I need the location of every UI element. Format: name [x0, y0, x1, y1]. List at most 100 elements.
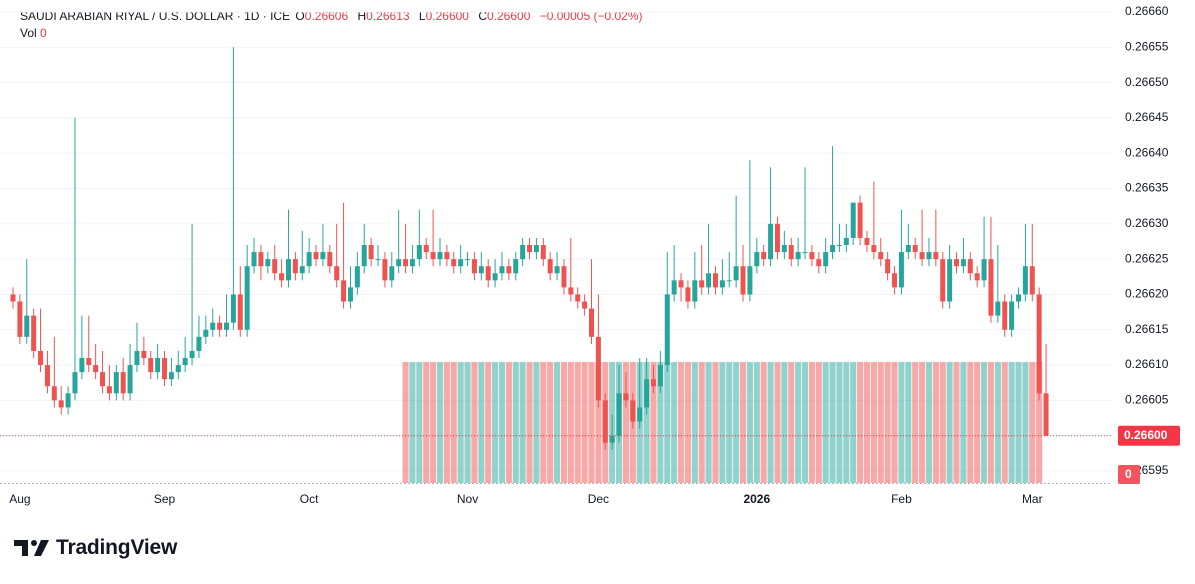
- volume-row: Vol 0: [20, 25, 648, 42]
- candle-body: [692, 280, 698, 302]
- candle-body: [403, 259, 409, 267]
- candle-body: [878, 252, 884, 260]
- candle-body: [354, 266, 360, 288]
- candle-body: [341, 280, 347, 302]
- candle-body: [823, 252, 829, 267]
- candle-body: [1022, 266, 1028, 295]
- candle-body: [437, 252, 443, 260]
- volume-bar: [492, 362, 499, 483]
- volume-value: 0: [40, 26, 47, 40]
- candle-body: [485, 266, 491, 281]
- candle-body: [334, 266, 340, 281]
- candle-body: [155, 358, 161, 373]
- volume-bar: [657, 362, 664, 483]
- candle-body: [162, 358, 168, 380]
- volume-bar: [946, 362, 953, 483]
- volume-bar: [450, 362, 457, 483]
- candle-body: [513, 259, 519, 274]
- volume-bar: [1001, 362, 1008, 483]
- volume-bar: [588, 362, 595, 483]
- candle-body: [292, 259, 298, 274]
- candle-body: [781, 245, 787, 253]
- candle-body: [1002, 301, 1008, 330]
- candle-body: [86, 358, 92, 366]
- volume-bar: [436, 362, 444, 483]
- candle-body: [609, 435, 615, 443]
- candle-body: [389, 266, 395, 281]
- candle-body: [850, 202, 856, 238]
- volume-bar: [512, 362, 519, 483]
- candle-body: [465, 259, 471, 261]
- candle-body: [1009, 301, 1015, 330]
- x-tick-label: Mar: [1022, 492, 1043, 506]
- candle-body: [299, 266, 305, 274]
- volume-bar: [808, 362, 815, 483]
- close-key: C: [478, 9, 487, 23]
- candle-body: [747, 266, 753, 295]
- candle-body: [685, 287, 691, 302]
- candle-body: [272, 259, 278, 274]
- volume-bar: [843, 362, 850, 483]
- candle-body: [616, 393, 622, 436]
- candle-body: [409, 259, 415, 267]
- candle-body: [520, 245, 526, 260]
- candle-body: [830, 245, 836, 253]
- volume-bar: [409, 362, 416, 483]
- candle-body: [650, 379, 656, 387]
- volume-bar: [884, 362, 891, 483]
- y-tick-label: 0.26605: [1125, 393, 1169, 407]
- candle-body: [947, 259, 953, 302]
- candle-body: [802, 252, 808, 254]
- candle-body: [285, 259, 291, 281]
- candle-body: [582, 301, 588, 309]
- candle-body: [189, 350, 195, 359]
- volume-bar: [733, 362, 740, 483]
- candle-body: [31, 315, 37, 351]
- candle-body: [10, 294, 16, 302]
- candle-body: [795, 252, 801, 260]
- volume-bar: [815, 362, 822, 483]
- volume-bar: [870, 362, 877, 483]
- candle-body: [368, 245, 374, 260]
- volume-bar: [967, 362, 974, 483]
- volume-bar: [457, 362, 464, 483]
- candle-body: [988, 259, 994, 316]
- candle-body: [857, 202, 863, 238]
- candle-body: [843, 237, 849, 246]
- candle-body: [416, 245, 422, 260]
- candle-body: [1036, 294, 1042, 394]
- volume-bar: [684, 362, 691, 483]
- volume-bar: [719, 362, 726, 483]
- candle-body: [265, 259, 271, 267]
- y-tick-label: 0.26625: [1125, 251, 1169, 265]
- volume-bar: [712, 362, 719, 483]
- candle-body: [106, 386, 112, 394]
- y-tick-label: 0.26655: [1125, 39, 1169, 53]
- volume-bar: [788, 362, 795, 483]
- x-tick-label: Feb: [891, 492, 912, 506]
- candle-body: [885, 259, 891, 274]
- candle-body: [175, 365, 181, 373]
- volume-bar: [423, 362, 430, 483]
- open-key: O: [295, 9, 305, 23]
- volume-bar: [698, 362, 705, 483]
- volume-bar: [912, 362, 919, 483]
- candle-body: [678, 280, 684, 288]
- candle-body: [492, 273, 498, 281]
- volume-bar: [526, 362, 533, 483]
- volume-bar: [760, 362, 767, 483]
- low-key: L: [418, 9, 426, 23]
- volume-bar: [1036, 362, 1043, 483]
- volume-bar: [829, 362, 836, 483]
- candle-body: [506, 266, 512, 274]
- y-tick-label: 0.26630: [1125, 216, 1169, 230]
- last-volume-label: 0: [1125, 467, 1132, 481]
- volume-bar: [898, 362, 905, 483]
- candle-body: [602, 400, 608, 443]
- candle-body: [327, 252, 333, 267]
- candle-body: [65, 393, 71, 408]
- candle-body: [313, 252, 319, 260]
- volume-bar: [664, 362, 671, 483]
- candle-body: [113, 372, 119, 394]
- y-tick-label: 0.26615: [1125, 322, 1169, 336]
